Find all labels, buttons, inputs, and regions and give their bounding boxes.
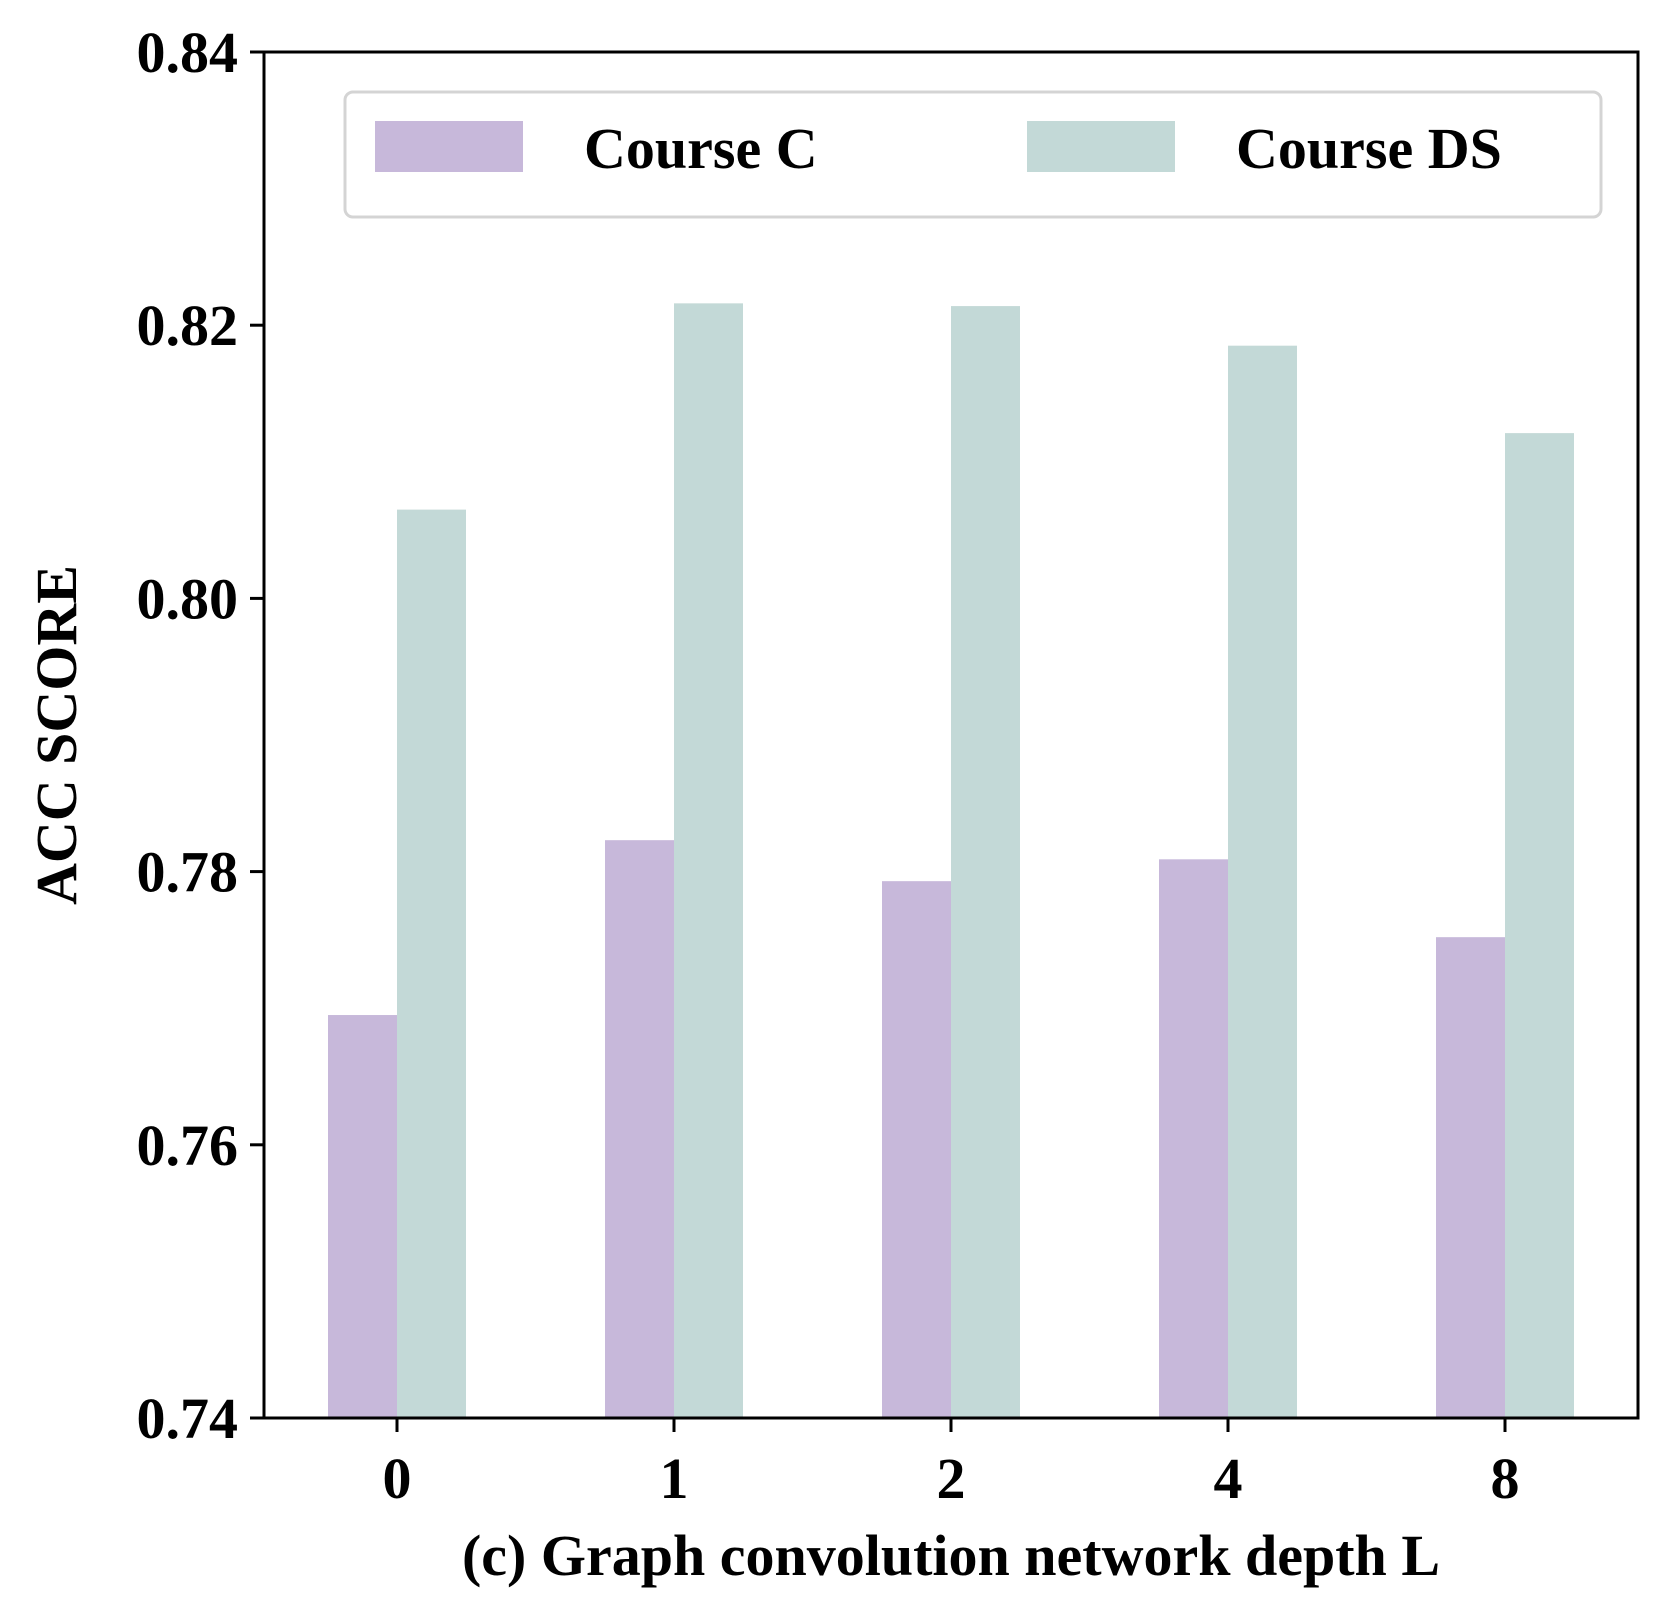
x-tick-label-1: 1 <box>660 1446 689 1511</box>
bar-course-ds-0 <box>397 509 466 1418</box>
bar-course-ds-4 <box>1228 345 1297 1419</box>
x-tick-label-8: 8 <box>1491 1446 1520 1511</box>
bars-layer <box>328 303 1574 1419</box>
bar-course-c-0 <box>328 1015 397 1418</box>
y-tick-label-0.78: 0.78 <box>137 840 239 905</box>
bar-course-ds-2 <box>951 306 1020 1419</box>
x-tick-label-0: 0 <box>383 1446 412 1511</box>
y-tick-label-0.80: 0.80 <box>137 566 239 631</box>
bar-course-c-1 <box>605 840 674 1418</box>
y-tick-label-0.84: 0.84 <box>137 20 239 85</box>
x-tick-label-2: 2 <box>937 1446 966 1511</box>
legend-swatch-course-ds <box>1027 121 1175 172</box>
bar-course-ds-8 <box>1505 433 1574 1418</box>
y-tick-label-0.76: 0.76 <box>137 1113 239 1178</box>
bar-course-c-4 <box>1159 859 1228 1418</box>
y-tick-label-0.82: 0.82 <box>137 293 239 358</box>
x-axis-title: (c) Graph convolution network depth L <box>462 1523 1440 1588</box>
legend-label-course-ds: Course DS <box>1236 116 1502 181</box>
y-tick-label-0.74: 0.74 <box>137 1386 239 1451</box>
legend: Course C Course DS <box>343 90 1603 219</box>
legend-frame <box>343 90 1603 219</box>
legend-label-course-c: Course C <box>584 116 818 181</box>
y-axis-title: ACC SCORE <box>24 565 89 905</box>
x-tick-label-4: 4 <box>1214 1446 1243 1511</box>
bar-course-ds-1 <box>674 303 743 1419</box>
bar-course-c-2 <box>882 881 951 1418</box>
y-axis: 0.74 0.76 0.78 0.80 0.82 0.84 <box>137 20 264 1451</box>
legend-swatch-course-c <box>375 121 523 172</box>
bar-course-c-8 <box>1436 937 1505 1418</box>
x-axis: 0 1 2 4 8 <box>383 1418 1520 1511</box>
